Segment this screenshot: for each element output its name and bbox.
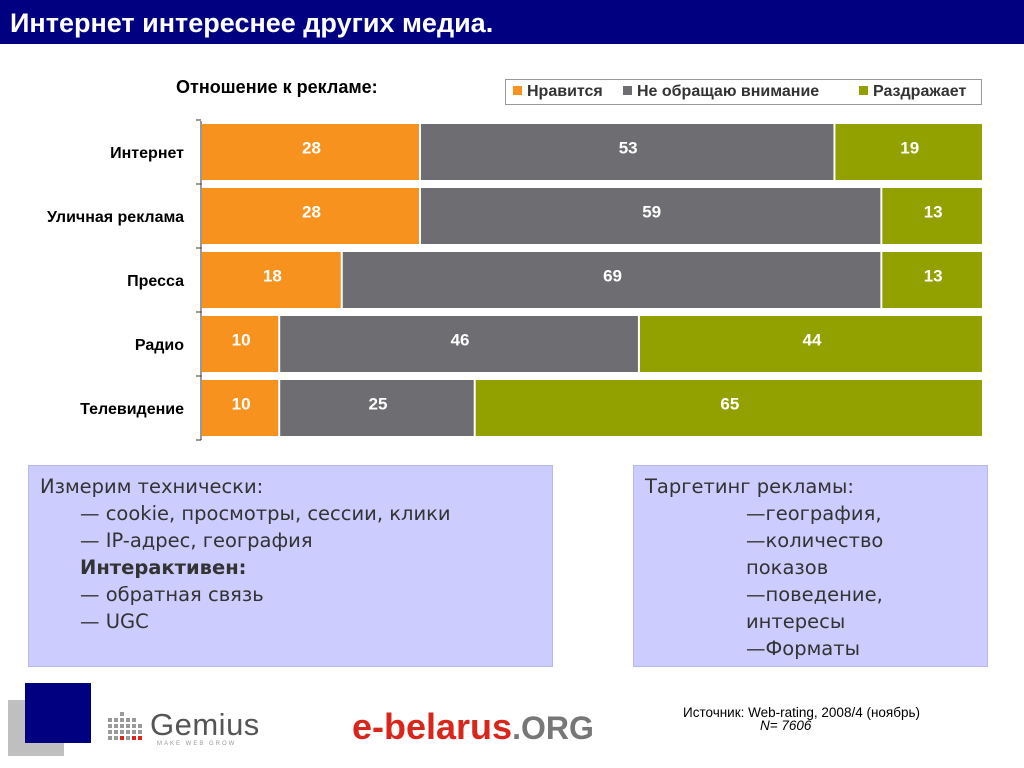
data-label: 25 (368, 394, 387, 413)
right-box-line: интересы (746, 610, 846, 633)
right-box-line: —география, (746, 502, 882, 525)
legend-item-ignore: Не обращаю внимание (623, 83, 819, 101)
right-box-line: —Форматы (746, 637, 861, 660)
sample-size-note: N= 7606 (760, 718, 812, 733)
right-box-line: показов (746, 556, 829, 579)
title-bar: Интернет интереснее других медиа. (0, 0, 1024, 44)
data-label: 69 (603, 266, 622, 285)
category-label: Уличная реклама (47, 209, 184, 226)
ebelarus-logo-org: .ORG (512, 710, 594, 746)
bar-segment-ignore (420, 124, 834, 180)
left-box-item: — обратная связь (80, 583, 264, 606)
data-label: 13 (924, 202, 943, 221)
slide-title: Интернет интереснее других медиа. (10, 8, 494, 38)
bar-segment-like (202, 316, 279, 372)
left-box-heading: Измерим технически: (40, 475, 264, 498)
data-label: 10 (232, 394, 251, 413)
bar-segment-irritate (882, 252, 982, 308)
category-label: Интернет (110, 145, 184, 162)
source-note: Источник: Web-rating, 2008/4 (ноябрь) (683, 705, 920, 720)
gemius-dots-icon (108, 712, 142, 740)
data-label: 59 (642, 202, 661, 221)
legend-label-irritate: Раздражает (873, 83, 967, 100)
legend-label-like: Нравится (527, 83, 603, 100)
data-label: 28 (302, 202, 321, 221)
chart-legend: Нравится Не обращаю внимание Раздражает (505, 79, 982, 105)
bar-segment-irritate (835, 124, 982, 180)
bar-segment-ignore (280, 380, 474, 436)
bar-segment-ignore (280, 316, 638, 372)
ebelarus-logo-main: e-belarus (352, 706, 513, 747)
legend-swatch-ignore (623, 86, 632, 95)
left-box-item: — UGC (80, 610, 149, 633)
data-label: 44 (802, 330, 821, 349)
data-label: 13 (924, 266, 943, 285)
right-box-line: —поведение, (746, 583, 883, 606)
legend-item-irritate: Раздражает (859, 83, 966, 101)
category-label: Телевидение (80, 401, 184, 418)
bar-segment-like (202, 380, 279, 436)
data-label: 19 (900, 138, 919, 157)
data-label: 46 (451, 330, 470, 349)
gemius-logo-tagline: MAKE WEB GROW (157, 741, 237, 747)
legend-swatch-irritate (859, 86, 868, 95)
data-label: 65 (720, 394, 739, 413)
data-label: 18 (263, 266, 282, 285)
corner-logo-navy-square (25, 683, 91, 743)
legend-swatch-like (513, 86, 522, 95)
left-box-subheading: Интерактивен: (80, 556, 247, 579)
gemius-logo-text: Gemius (150, 707, 260, 742)
left-info-box: Измерим технически: — cookie, просмотры,… (28, 465, 553, 667)
category-label: Радио (135, 337, 184, 354)
right-box-line: —количество (746, 529, 884, 552)
stacked-bar-chart: 28 53 19 Интернет 28 59 13 Уличная реклама 18 69 1… (47, 119, 982, 441)
bar-segment-ignore (342, 252, 881, 308)
legend-item-like: Нравится (513, 83, 603, 101)
chart-title: Отношение к рекламе: (176, 77, 378, 97)
right-info-box: Таргетинг рекламы: —география, —количест… (633, 465, 988, 667)
left-box-item: — IP-адрес, география (80, 529, 313, 552)
data-label: 10 (232, 330, 251, 349)
right-box-heading: Таргетинг рекламы: (645, 475, 854, 498)
bar-segment-ignore (420, 188, 881, 244)
bar-segment-irritate (882, 188, 982, 244)
legend-label-ignore: Не обращаю внимание (637, 83, 820, 100)
category-label: Пресса (127, 273, 184, 290)
bar-segment-like (202, 188, 419, 244)
bar-segment-irritate (639, 316, 982, 372)
bar-segment-irritate (475, 380, 982, 436)
data-label: 28 (302, 138, 321, 157)
ebelarus-logo: e-belarus.ORG (352, 706, 594, 748)
bar-segment-like (202, 252, 341, 308)
bar-segment-like (202, 124, 419, 180)
left-box-item: — cookie, просмотры, сессии, клики (80, 502, 451, 525)
data-label: 53 (619, 138, 638, 157)
